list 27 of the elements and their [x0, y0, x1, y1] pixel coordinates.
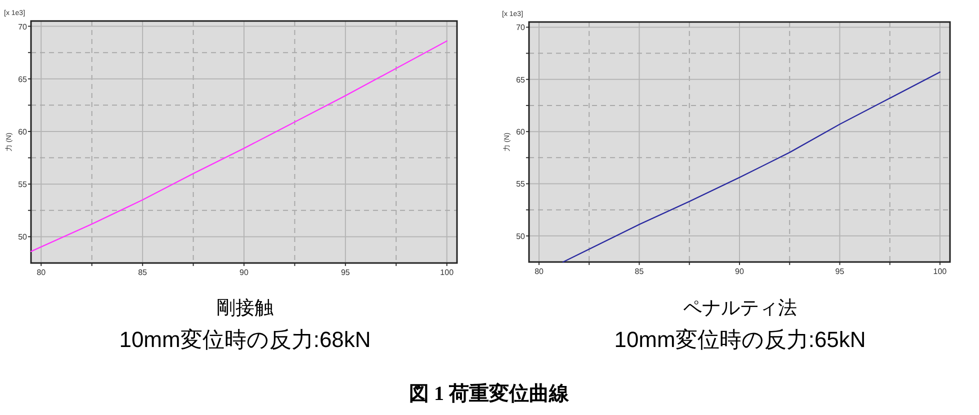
text: ペナルティ法 — [683, 298, 797, 319]
text: 図 1 荷重変位曲線 — [409, 382, 570, 405]
y-tick-label: 65 — [18, 74, 28, 84]
x-tick-label: 100 — [440, 268, 454, 277]
y-tick-label: 60 — [516, 128, 526, 137]
x-tick-label: 95 — [340, 268, 350, 277]
x-tick-label: 100 — [933, 267, 948, 276]
y-tick-label: 55 — [18, 180, 28, 190]
text: 剛接触 — [216, 298, 274, 319]
text: 10mm変位時の反力:65kN — [614, 327, 866, 352]
y-tick-label: 55 — [516, 180, 526, 189]
y-tick-label: 70 — [516, 23, 526, 32]
x-tick-label: 95 — [835, 267, 845, 276]
y-tick-label: 70 — [18, 22, 28, 32]
line-series — [562, 71, 941, 263]
line-series — [30, 40, 448, 252]
y-tick-label: 65 — [516, 75, 526, 84]
x-tick-label: 90 — [735, 267, 744, 276]
y-tick-label: 50 — [18, 232, 28, 242]
x-tick-label: 85 — [138, 268, 148, 277]
x-tick-label: 80 — [36, 268, 46, 277]
text: 10mm変位時の反力:68kN — [119, 327, 371, 352]
x-tick-label: 85 — [634, 267, 644, 276]
y-tick-label: 50 — [516, 232, 526, 241]
y-tick-label: 60 — [18, 127, 28, 136]
x-tick-label: 90 — [240, 268, 249, 277]
x-tick-label: 80 — [534, 267, 544, 276]
